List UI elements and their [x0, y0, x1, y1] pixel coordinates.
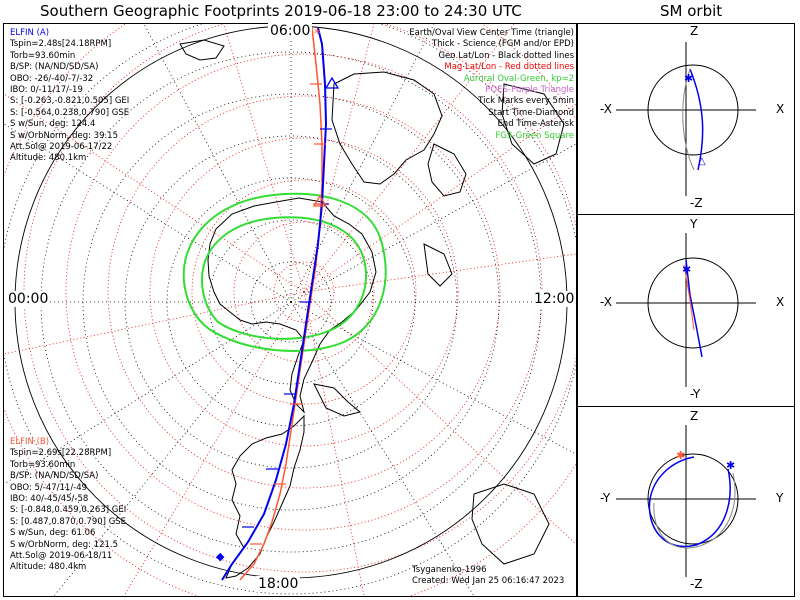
elfin-a-tick-marks — [242, 128, 332, 528]
hour-label-right: 12:00 — [532, 291, 577, 307]
elfin-b-line: S: [-0.848,0.459,0.263] GEI — [10, 505, 127, 516]
elfin-a-info: ELFIN (A) Tspin=2.48s[24.18RPM] Torb=93.… — [10, 28, 129, 165]
legend-item: End Time-Asterisk — [497, 119, 574, 130]
map-legend: Earth/Oval View Center Time (triangle) T… — [409, 28, 574, 142]
axis-label-bottom: -Z — [690, 196, 703, 210]
orbit-xy-canvas: ✱ — [616, 233, 756, 387]
elfin-b-end-asterisk: * — [314, 27, 321, 42]
main-title: Southern Geographic Footprints 2019-06-1… — [40, 2, 522, 20]
elfin-b-center-triangle — [312, 194, 328, 207]
elfin-a-line: S: [-0.564,0.238,0.790] GSE — [10, 107, 130, 118]
orbit-xz-canvas: ✱ △ — [616, 42, 756, 196]
sm-orbit-title: SM orbit — [660, 2, 723, 20]
elfin-a-line: Att.Sol@ 2019-06-17/22 — [10, 142, 113, 153]
legend-item: Start Time-Diamond — [488, 107, 574, 118]
hour-label-left: 00:00 — [6, 291, 51, 307]
axis-label-right: Y — [776, 491, 784, 505]
axis-label-left: -Y — [600, 491, 611, 505]
elfin-b-line: Altitude: 480.4km — [10, 562, 87, 573]
axis-label-right: X — [776, 295, 785, 309]
legend-item: Thick - Science (FGM and/or EPD) — [431, 39, 574, 50]
elfin-a-center-triangle — [324, 76, 340, 89]
auroral-oval — [182, 192, 387, 352]
elfin-a-line: Altitude: 480.1km — [10, 153, 87, 164]
svg-text:✱: ✱ — [684, 72, 693, 85]
elfin-a-line: S w/Sun, deg: 124.4 — [10, 119, 96, 130]
axis-label-right: X — [776, 102, 785, 116]
elfin-b-line: B/SP: (NA/ND/SD/SA) — [10, 471, 99, 482]
hour-label-bottom: 18:00 — [256, 576, 301, 592]
orbit-panel-xy: ✱ Y -Y -X X — [577, 214, 795, 407]
svg-text:✱: ✱ — [726, 459, 735, 472]
orbit-b-path — [682, 68, 695, 171]
legend-item: Mag Lat/Lon - Red dotted lines — [444, 62, 574, 73]
legend-item: FGS-Green Square — [495, 130, 574, 141]
elfin-b-info: ELFIN (B) Tspin=2.69s[22.28RPM] Torb=93.… — [10, 437, 126, 574]
elfin-a-line: IBO: 0/-11/17/-19 — [10, 85, 83, 96]
model-credit: Tsyganenko-1996 — [412, 565, 487, 575]
elfin-b-line: Tspin=2.69s[22.28RPM] — [10, 448, 112, 459]
axis-label-top: Z — [690, 24, 699, 38]
elfin-a-line: Torb=93.60min — [10, 50, 76, 61]
elfin-a-line: B/SP: (NA/ND/SD/SA) — [10, 62, 99, 73]
legend-item: Auroral Oval-Green, kp=2 — [463, 73, 574, 84]
elfin-a-line: OBO: -26/-40/-7/-32 — [10, 73, 94, 84]
elfin-b-line: Torb=93.60min — [10, 459, 76, 470]
legend-item: Earth/Oval View Center Time (triangle) — [409, 28, 574, 38]
orbit-a-path — [689, 68, 704, 171]
elfin-b-line: S w/OrbNorm, deg: 121.5 — [10, 539, 119, 550]
elfin-b-line: OBO: 5/-47/11/-49 — [10, 482, 88, 493]
elfin-a-line: S: [-0.263,-0.821,0.505] GEI — [10, 96, 130, 107]
created-timestamp: Created: Wed Jan 25 06:16:47 2023 — [412, 576, 565, 587]
elfin-a-start-diamond: ◆ — [216, 550, 225, 563]
axis-label-bottom: -Y — [690, 387, 701, 401]
elfin-b-name: ELFIN (B) — [10, 437, 50, 447]
elfin-a-line: S w/OrbNorm, deg: 39.15 — [10, 130, 119, 141]
orbit-a-path — [685, 259, 703, 358]
elfin-a-footprint-track — [221, 27, 328, 581]
axis-label-top: Y — [690, 217, 698, 231]
elfin-b-line: S: [0.487,0.870,0.790] GSE — [10, 516, 127, 527]
hour-label-top: 06:00 — [268, 23, 313, 39]
orbit-b-path — [683, 264, 695, 331]
svg-text:△: △ — [698, 156, 706, 167]
elfin-b-tick-marks — [250, 83, 326, 545]
orbit-b-path — [653, 472, 736, 549]
legend-item: POES-Purple Triangle — [485, 85, 574, 96]
orbit-yz-canvas: ✱ ✱ — [616, 425, 756, 577]
credits: Tsyganenko-1996 Created: Wed Jan 25 06:1… — [412, 565, 564, 588]
orbit-a-path — [648, 456, 731, 548]
elfin-a-name: ELFIN (A) — [10, 28, 50, 38]
legend-item: Tick Marks every 5min — [478, 96, 574, 107]
coastlines — [179, 39, 565, 579]
legend-item: Geo Lat/Lon - Black dotted lines — [438, 50, 574, 61]
axis-label-left: -X — [600, 295, 612, 309]
elfin-b-line: Att.Sol@ 2019-06-18/11 — [10, 551, 113, 562]
orbit-panel-yz: ✱ ✱ Z -Z -Y Y — [577, 406, 795, 597]
axis-label-left: -X — [600, 102, 612, 116]
elfin-a-line: Tspin=2.48s[24.18RPM] — [10, 39, 112, 50]
elfin-b-line: S w/Sun, deg: 61.06 — [10, 528, 96, 539]
orbit-panel-xz: ✱ △ Z -Z -X X — [577, 23, 795, 215]
elfin-b-line: IBO: 40/-45/45/-58 — [10, 494, 89, 505]
axis-label-top: Z — [690, 409, 699, 423]
svg-text:✱: ✱ — [676, 449, 685, 462]
southern-footprint-map: * ◆ ELFIN (A) Tspin=2.48s[24.18RPM] Torb… — [3, 23, 577, 597]
svg-text:✱: ✱ — [682, 263, 691, 276]
axis-label-bottom: -Z — [690, 577, 703, 591]
